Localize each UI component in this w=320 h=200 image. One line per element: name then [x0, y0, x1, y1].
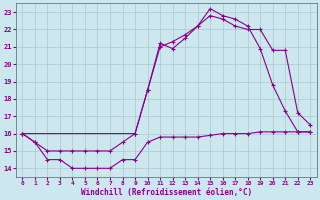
X-axis label: Windchill (Refroidissement éolien,°C): Windchill (Refroidissement éolien,°C) [81, 188, 252, 197]
